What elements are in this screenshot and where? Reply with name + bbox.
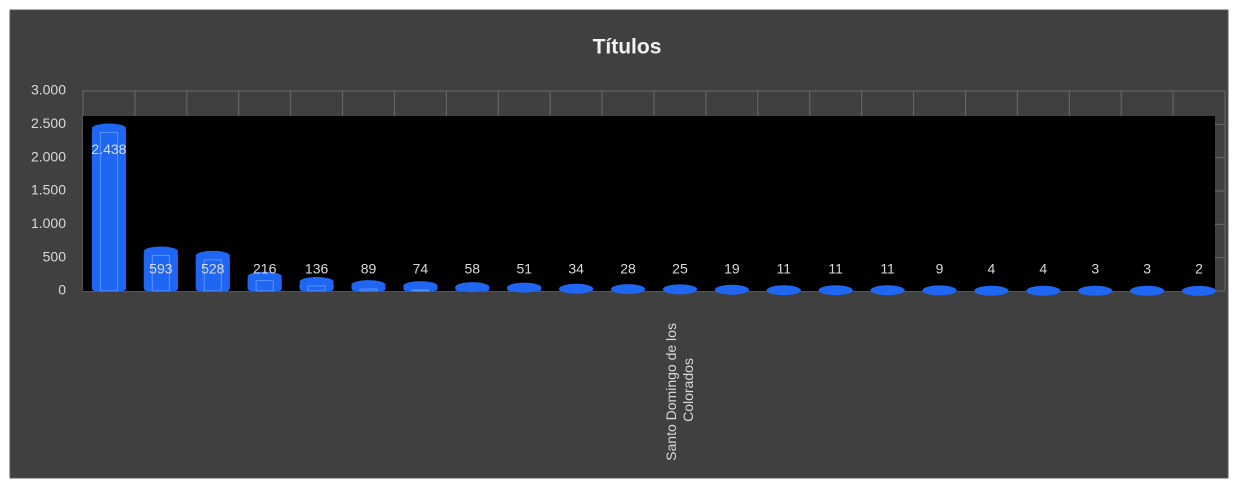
data-label: 3 bbox=[1091, 261, 1099, 277]
data-label: 34 bbox=[568, 261, 584, 277]
bar-cap bbox=[610, 284, 646, 295]
y-tick-label: 0 bbox=[58, 282, 66, 298]
y-tick-label: 3.000 bbox=[31, 82, 66, 98]
bar-cap bbox=[922, 285, 957, 296]
bar-cap bbox=[403, 281, 438, 292]
data-label: 136 bbox=[305, 261, 329, 277]
bar-highlight bbox=[255, 280, 274, 292]
bar-cap bbox=[870, 285, 905, 296]
bar-highlight bbox=[411, 289, 430, 292]
bar-cap bbox=[1078, 285, 1113, 296]
data-label: 2 bbox=[1195, 261, 1203, 277]
bar-cap bbox=[351, 280, 386, 291]
bar-cap bbox=[1130, 285, 1165, 296]
data-label: 89 bbox=[361, 261, 377, 277]
bar-cap bbox=[299, 276, 334, 287]
bar-cap bbox=[195, 250, 230, 261]
data-label: 593 bbox=[149, 261, 173, 277]
bar-cap bbox=[974, 285, 1009, 296]
bar-cap bbox=[559, 283, 594, 294]
plot-wall bbox=[83, 116, 1215, 291]
data-label: 4 bbox=[988, 261, 996, 277]
data-label: 9 bbox=[936, 261, 944, 277]
bar-highlight bbox=[307, 285, 326, 292]
data-label: 2.438 bbox=[91, 141, 126, 157]
bar-highlight bbox=[203, 259, 222, 292]
bar-highlight bbox=[151, 254, 170, 292]
bar-highlight bbox=[359, 288, 378, 292]
data-label: 28 bbox=[620, 261, 636, 277]
bar-cap bbox=[91, 123, 127, 134]
bar-cap bbox=[818, 285, 853, 296]
data-label: 11 bbox=[776, 261, 791, 277]
y-tick-label: 1.500 bbox=[31, 182, 66, 198]
data-label: 19 bbox=[724, 261, 740, 277]
bar-cap bbox=[143, 246, 178, 257]
bar-cap bbox=[455, 282, 490, 293]
data-label: 74 bbox=[413, 261, 429, 277]
bar-cap bbox=[1181, 285, 1217, 296]
bar-cap bbox=[247, 271, 282, 282]
bar-cap bbox=[507, 282, 542, 293]
bar-cap bbox=[766, 285, 801, 296]
data-label: 528 bbox=[201, 261, 225, 277]
bar-cap bbox=[1026, 285, 1061, 296]
data-label: 216 bbox=[253, 261, 277, 277]
y-tick-label: 2.500 bbox=[31, 115, 66, 131]
data-label: 11 bbox=[828, 261, 843, 277]
bar-highlight bbox=[99, 131, 119, 292]
y-tick-label: 1.000 bbox=[31, 215, 66, 231]
data-label: 58 bbox=[465, 261, 481, 277]
data-label: 3 bbox=[1143, 261, 1151, 277]
data-label: 4 bbox=[1039, 261, 1047, 277]
data-label: 11 bbox=[880, 261, 895, 277]
y-tick-label: 2.000 bbox=[31, 148, 66, 164]
x-tick-label: Santo Domingo de los Colorados bbox=[663, 319, 696, 461]
bar-cap bbox=[714, 284, 749, 295]
y-tick-label: 500 bbox=[43, 248, 67, 264]
chart-title: Títulos bbox=[593, 36, 662, 59]
data-label: 25 bbox=[672, 261, 688, 277]
bar-cap bbox=[662, 284, 698, 295]
data-label: 51 bbox=[516, 261, 532, 277]
